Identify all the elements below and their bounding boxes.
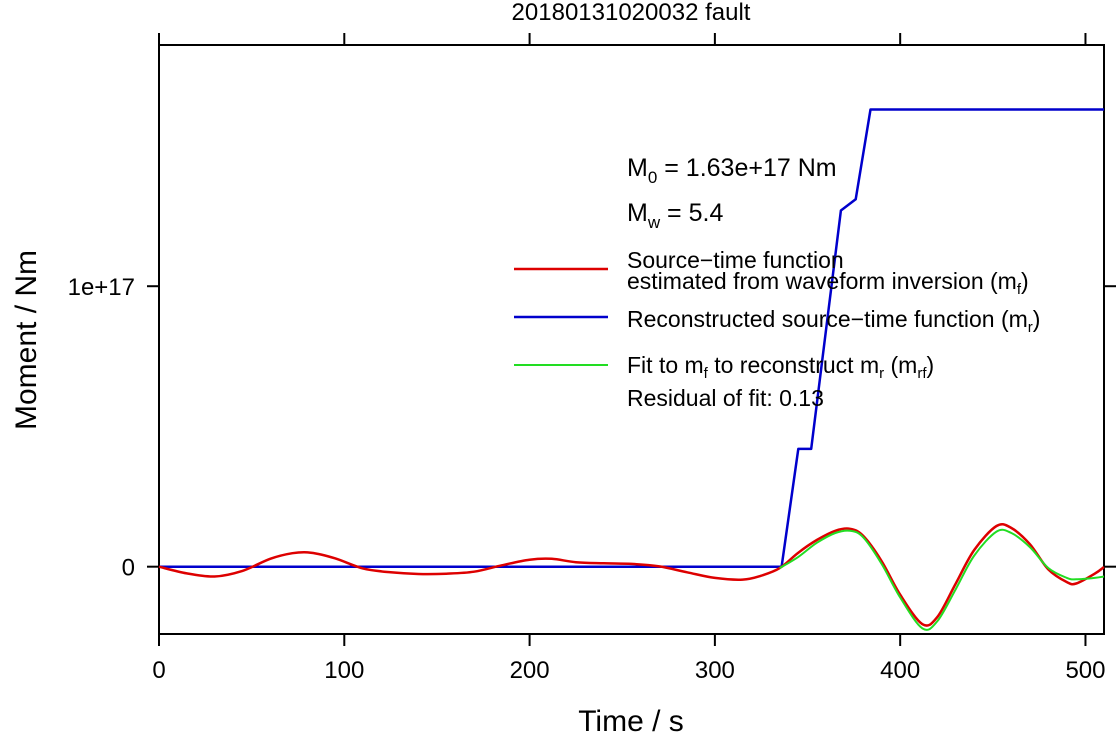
mw-symbol: M [627,199,648,227]
x-axis: 0 100 200 300 400 500 [152,33,1105,684]
x-axis-label: Time / s [578,705,684,736]
m0-value: = 1.63e+17 Nm [657,154,836,182]
legend: Source−time function estimated from wave… [514,247,1040,411]
m0-subscript: 0 [648,168,657,187]
y-tick-label-0: 0 [122,555,135,582]
y-axis-label: Moment / Nm [10,250,43,430]
x-tick-label-200: 200 [510,657,550,684]
x-tick-label-300: 300 [695,657,735,684]
plot-frame [158,44,1105,635]
moment-magnitude-annotation: Mw = 5.4 [627,199,723,232]
x-tick-label-100: 100 [324,657,364,684]
y-axis: 0 1e+17 [68,274,1116,582]
series-line-fit [779,528,1105,631]
chart-title: 20180131020032 fault [512,0,751,26]
mw-subscript: w [647,213,661,232]
residual-annotation: Residual of fit: 0.13 [627,385,824,411]
y-tick-label-1: 1e+17 [68,274,135,301]
m0-symbol: M [627,154,648,182]
series-line-source-time-function [158,522,1105,627]
mw-value: = 5.4 [660,199,723,227]
series-layer [158,108,1105,631]
legend-label-reconstructed: Reconstructed source−time function (mr) [627,306,1040,336]
x-tick-label-0: 0 [152,657,165,684]
legend-label-fit: Fit to mf to reconstruct mr (mrf) [627,352,934,382]
legend-label-source-time-function-line1: Source−time function [627,247,844,273]
seismic-moment-annotation: M0 = 1.63e+17 Nm [627,154,837,187]
x-tick-label-400: 400 [880,657,920,684]
x-tick-label-500: 500 [1065,657,1105,684]
legend-label-source-time-function-line2: estimated from waveform inversion (mf) [627,268,1029,298]
series-line-reconstructed [159,108,1104,568]
